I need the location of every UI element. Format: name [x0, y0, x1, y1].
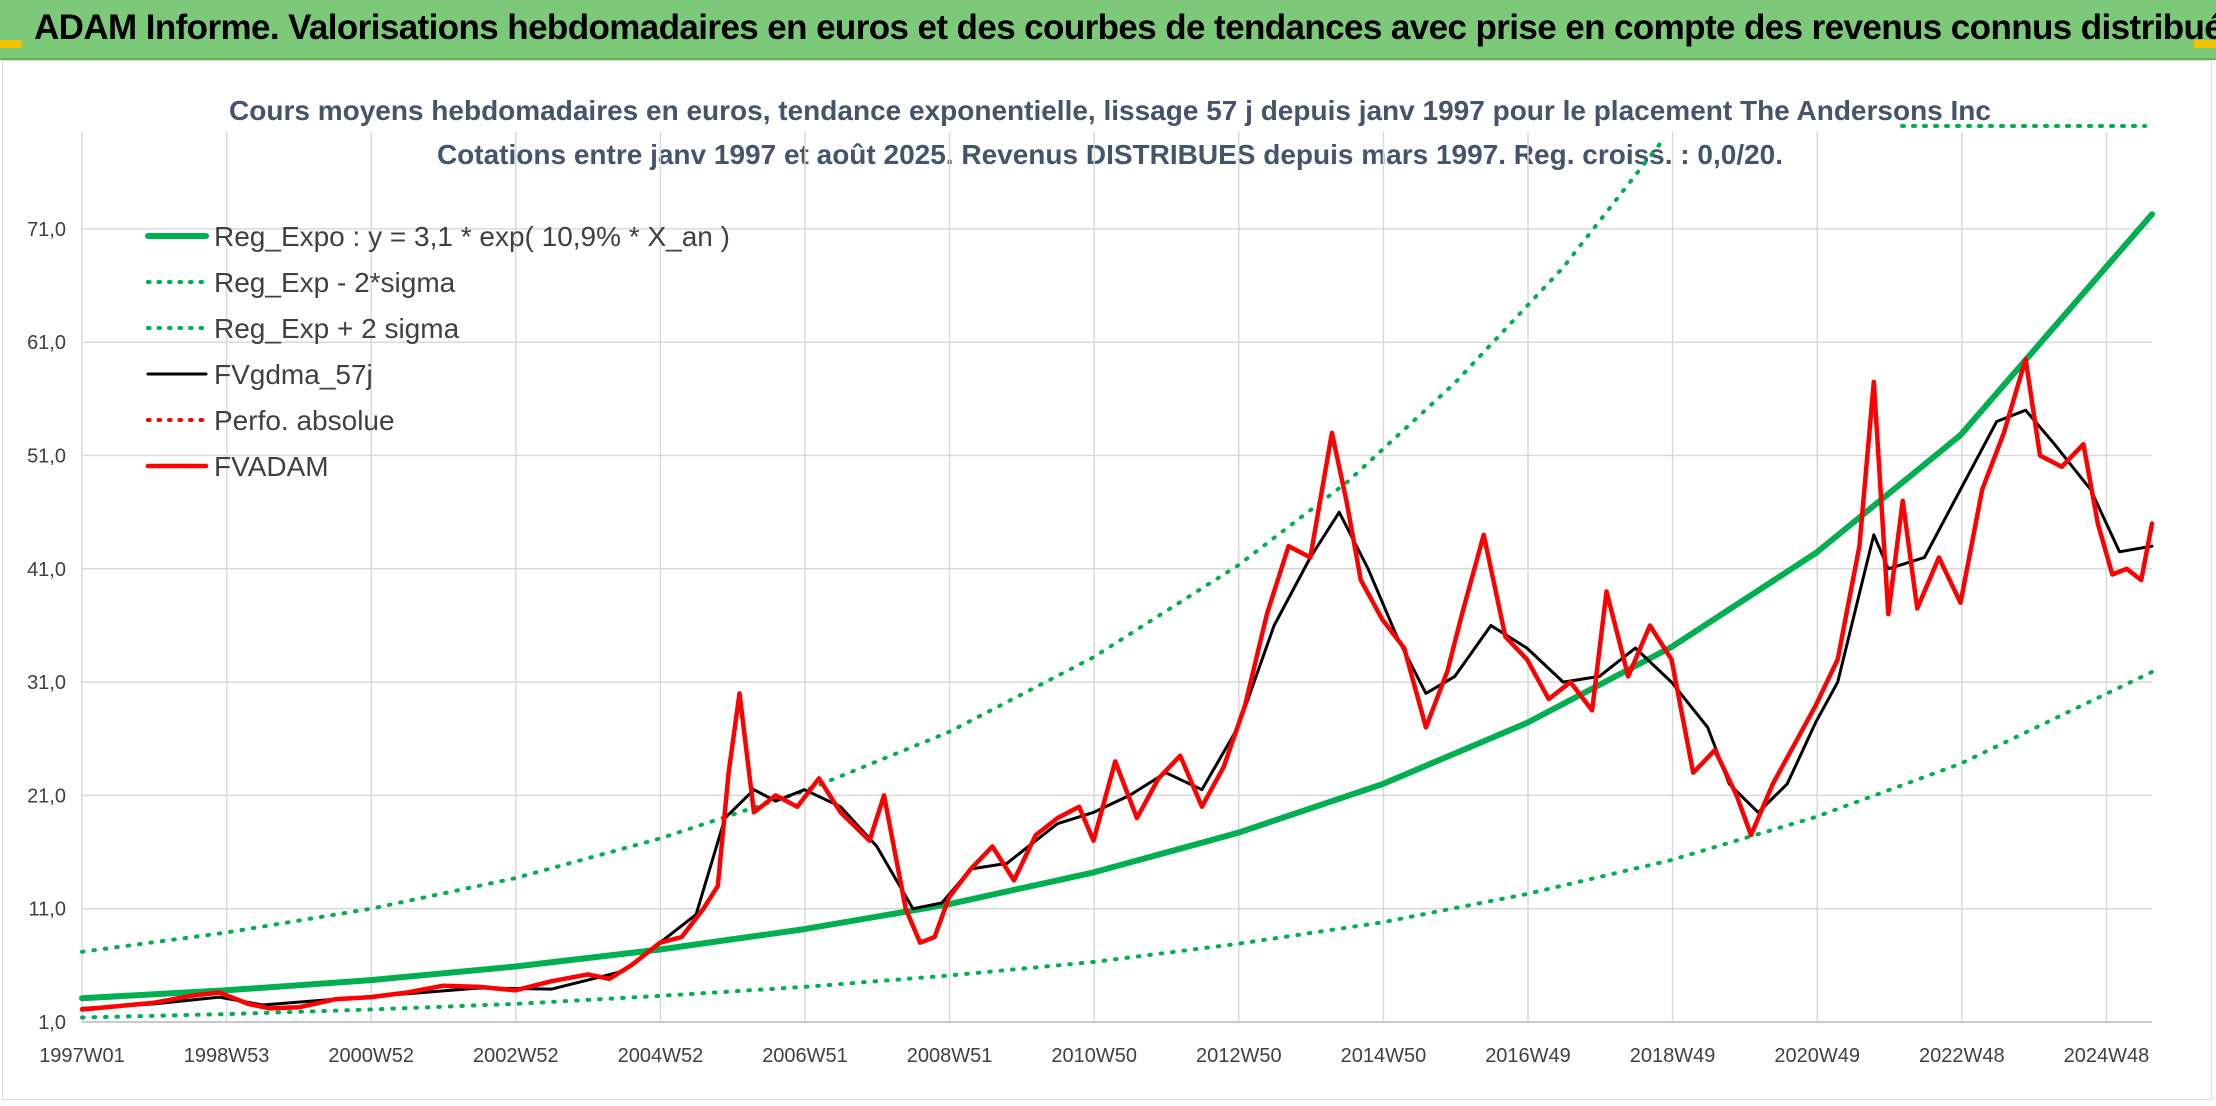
report-header: ADAM Informe. Valorisations hebdomadaire… [0, 0, 2216, 60]
corner-accent-left [0, 40, 22, 48]
y-tick-label: 51,0 [27, 446, 66, 468]
x-tick-label: 2020W49 [1774, 1045, 1860, 1067]
x-axis-ticks: 1997W01 1998W53 2000W52 2002W52 2004W52 2006W… [39, 1045, 2149, 1067]
legend-label: FVgdma_57j [214, 359, 373, 390]
y-tick-label: 11,0 [29, 899, 66, 921]
series-line-5 [79, 356, 2155, 1012]
legend-label: Reg_Exp + 2 sigma [214, 313, 460, 344]
x-tick-label: 1998W53 [184, 1045, 270, 1067]
legend: Reg_Expo : y = 3,1 * exp( 10,9% * X_an )… [145, 221, 730, 482]
y-tick-label: 21,0 [27, 785, 66, 807]
series-line-0 [79, 211, 2155, 1002]
legend-label: Reg_Exp - 2*sigma [214, 267, 456, 298]
x-tick-label: 2014W50 [1341, 1045, 1427, 1067]
x-tick-label: 2004W52 [618, 1045, 704, 1067]
series-layer [79, 136, 2155, 1020]
x-tick-label: 2000W52 [328, 1045, 414, 1067]
series-line-1 [80, 669, 2154, 1020]
x-tick-label: 1997W01 [39, 1045, 125, 1067]
series-line-3 [80, 408, 2154, 1010]
y-tick-label: 31,0 [27, 672, 66, 694]
series-line-2 [80, 136, 1667, 954]
x-tick-label: 2022W48 [1919, 1045, 2005, 1067]
corner-accent-right [2194, 40, 2216, 48]
x-tick-label: 2018W49 [1630, 1045, 1716, 1067]
y-tick-label: 71,0 [27, 219, 66, 241]
report-title: ADAM Informe. Valorisations hebdomadaire… [34, 8, 2216, 47]
x-tick-label: 2008W51 [907, 1045, 993, 1067]
legend-label: Perfo. absolue [214, 405, 395, 436]
chart-title: Cours moyens hebdomadaires en euros, ten… [229, 95, 1991, 126]
legend-label: FVADAM [214, 451, 329, 482]
y-tick-label: 41,0 [27, 559, 66, 581]
x-tick-label: 2016W49 [1485, 1045, 1571, 1067]
x-tick-label: 2012W50 [1196, 1045, 1282, 1067]
y-axis-ticks: 1,0 11,0 21,0 31,0 41,0 51,0 61,0 71,0 [27, 219, 66, 1034]
x-tick-label: 2006W51 [762, 1045, 848, 1067]
y-tick-label: 61,0 [27, 332, 66, 354]
y-tick-label: 1,0 [38, 1012, 66, 1034]
x-tick-label: 2010W50 [1051, 1045, 1137, 1067]
chart-subtitle: Cotations entre janv 1997 et août 2025. … [437, 139, 1783, 170]
x-tick-label: 2024W48 [2064, 1045, 2150, 1067]
grid-lines [81, 132, 2152, 1023]
chart-frame [2, 60, 2212, 1100]
legend-label: Reg_Expo : y = 3,1 * exp( 10,9% * X_an ) [214, 221, 730, 252]
x-tick-label: 2002W52 [473, 1045, 559, 1067]
